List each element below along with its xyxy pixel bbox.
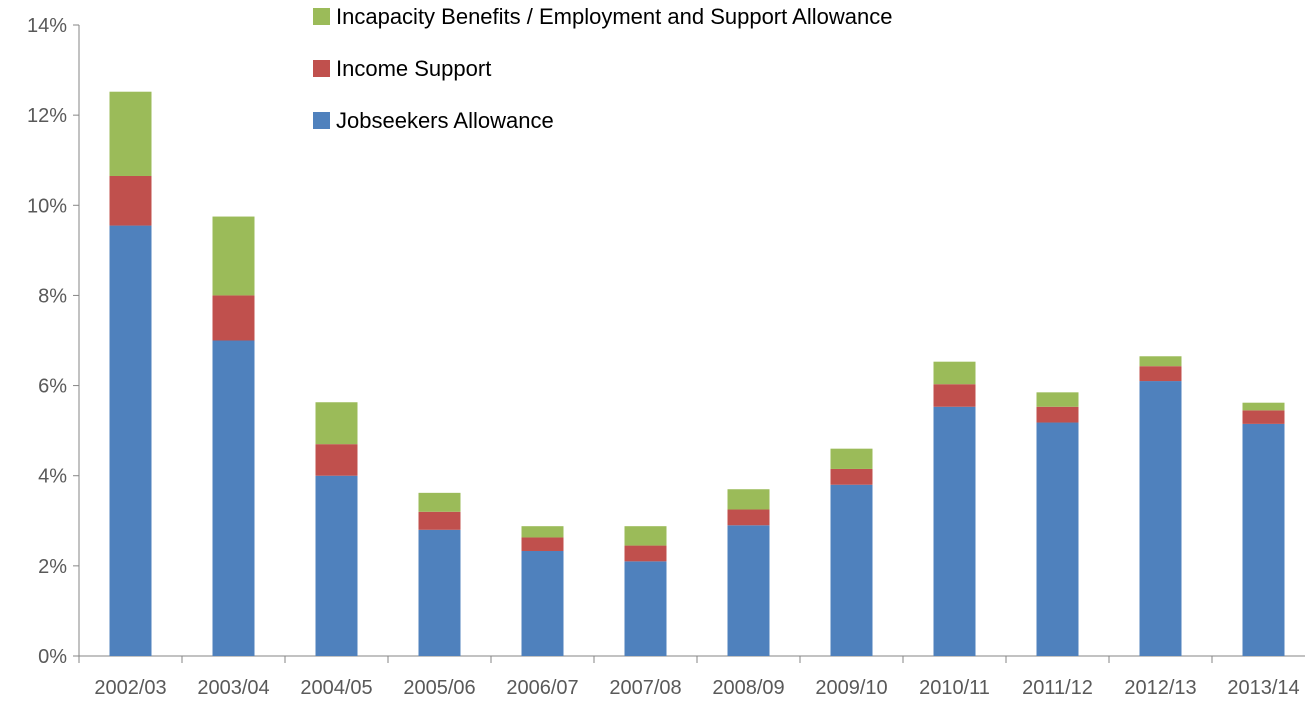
bar-segment-series-1 [521,537,564,551]
bar-segment-series-2 [521,526,564,538]
y-tick-label: 4% [38,466,67,488]
y-tick-label: 6% [38,376,67,398]
bar-segment-series-2 [727,489,770,510]
y-tick-label: 8% [38,285,67,307]
y-tick-label: 12% [27,105,67,127]
bar-segment-series-2 [1036,392,1079,407]
bar-segment-series-1 [212,295,255,341]
x-tick-label: 2012/13 [1124,677,1196,699]
bar-segment-series-1 [418,511,461,530]
bar-segment-series-0 [521,550,564,656]
x-tick-label: 2002/03 [94,677,166,699]
bar-segment-series-0 [212,340,255,656]
x-tick-label: 2003/04 [197,677,269,699]
legend-label: Incapacity Benefits / Employment and Sup… [336,4,892,29]
bar-segment-series-1 [1242,410,1285,424]
x-tick-label: 2013/14 [1227,677,1299,699]
bar-segment-series-1 [315,444,358,476]
bar-segment-series-0 [418,529,461,656]
bar-segment-series-2 [1139,356,1182,367]
bar-segment-series-1 [1036,406,1079,423]
bar-segment-series-2 [109,91,152,176]
bar-segment-series-0 [1139,381,1182,656]
bar-segment-series-2 [830,448,873,469]
bar-segment-series-0 [830,484,873,656]
x-tick-label: 2007/08 [609,677,681,699]
y-tick-label: 0% [38,646,67,668]
x-tick-label: 2010/11 [919,677,990,699]
bar-segment-series-2 [418,492,461,512]
bar-segment-series-1 [830,468,873,485]
bar-segment-series-2 [315,402,358,445]
x-tick-label: 2006/07 [506,677,578,699]
x-tick-label: 2004/05 [300,677,372,699]
bar-segment-series-0 [315,475,358,656]
y-tick-label: 14% [27,15,67,37]
bar-segment-series-0 [1242,423,1285,656]
bar-segment-series-2 [624,526,667,546]
bar-segment-series-0 [727,525,770,656]
x-tick-label: 2009/10 [815,677,887,699]
bars [109,91,1285,656]
y-tick-label: 2% [38,556,67,578]
legend: Incapacity Benefits / Employment and Sup… [313,4,892,133]
bar-segment-series-0 [109,225,152,656]
bar-segment-series-2 [1242,402,1285,411]
y-axis: 0% 2% 4% 6% 8% 10% 12% 14% [27,15,80,668]
x-tick-label: 2011/12 [1022,677,1093,699]
legend-label: Jobseekers Allowance [336,108,554,133]
bar-segment-series-1 [933,384,976,407]
x-tick-label: 2008/09 [712,677,784,699]
bar-segment-series-0 [933,406,976,656]
legend-swatch [313,8,330,25]
legend-swatch [313,112,330,129]
legend-label: Income Support [336,56,491,81]
bar-segment-series-1 [624,545,667,562]
x-tick-label: 2005/06 [403,677,475,699]
x-axis: 2002/03 2003/04 2004/05 2005/06 2006/07 2007/… [78,655,1305,699]
y-tick-label: 10% [27,195,67,217]
bar-segment-series-2 [212,216,255,296]
legend-swatch [313,60,330,77]
bar-segment-series-1 [1139,366,1182,382]
bar-segment-series-0 [1036,422,1079,656]
bar-segment-series-0 [624,561,667,656]
bar-segment-series-1 [109,175,152,226]
bar-segment-series-2 [933,361,976,385]
bar-segment-series-1 [727,509,770,526]
